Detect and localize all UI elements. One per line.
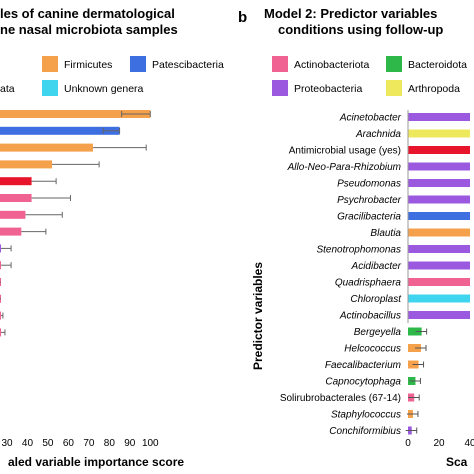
- right-category-label-17: Capnocytophaga: [325, 377, 401, 388]
- left-bar-14: [0, 328, 1, 337]
- right-category-label-12: Chloroplast: [350, 294, 402, 305]
- right-bar-5: [408, 179, 470, 187]
- right-category-label-16: Faecalibacterium: [325, 360, 401, 371]
- legend-label-firmicutes: Firmicutes: [64, 59, 112, 71]
- right-bar-4: [408, 162, 470, 171]
- left-bar-7: [0, 210, 26, 219]
- right-category-label-4: Allo-Neo-Para-Rhizobium: [287, 162, 401, 173]
- left-bar-4: [0, 160, 53, 169]
- legend-label-actinobacteriota: Actinobacteriota: [294, 59, 369, 71]
- left-bar-9: [0, 244, 1, 253]
- legend-label-patescibacteria: Patescibacteria: [152, 59, 224, 71]
- right-x-tick-40: 40: [464, 438, 474, 449]
- right-category-label-11: Quadrisphaera: [335, 278, 402, 289]
- left-bar-2: [0, 126, 120, 135]
- left-bar-5: [0, 177, 32, 186]
- right-bar-1: [408, 113, 470, 121]
- right-category-label-18: Solirubrobacterales (67-14): [280, 393, 401, 404]
- left-x-tick-50: 50: [42, 438, 54, 449]
- right-category-label-7: Gracilibacteria: [337, 212, 401, 223]
- right-bar-13: [408, 311, 470, 319]
- right-x-tick-0: 0: [405, 438, 411, 449]
- right-category-label-1: Acinetobacter: [339, 113, 402, 124]
- right-bar-2: [408, 129, 470, 138]
- right-category-label-2: Arachnida: [355, 129, 401, 140]
- right-bar-3: [408, 146, 470, 154]
- right-category-label-20: Conchiformibius: [329, 426, 401, 437]
- right-category-label-14: Bergeyella: [354, 327, 402, 338]
- right-bar-9: [408, 245, 470, 253]
- legend-swatch-patescibacteria: [130, 56, 146, 72]
- left-legend: Firmicutes Patescibacteria ata Unknown g…: [0, 56, 224, 96]
- right-y-axis-label: Predictor variables: [251, 262, 265, 370]
- right-bar-15: [408, 344, 422, 352]
- legend-swatch-unknown-genera: [42, 80, 58, 96]
- right-category-label-6: Psychrobacter: [337, 195, 402, 206]
- left-bar-13: [0, 311, 1, 320]
- left-x-tick-60: 60: [63, 438, 75, 449]
- legend-label-ata: ata: [0, 83, 15, 95]
- right-category-label-13: Actinobacillus: [339, 311, 401, 322]
- left-bar-8: [0, 227, 22, 236]
- left-x-tick-90: 90: [124, 438, 136, 449]
- right-bar-6: [408, 195, 470, 204]
- left-x-axis-label: aled variable importance score: [8, 455, 184, 469]
- legend-label-arthropoda: Arthropoda: [408, 83, 460, 95]
- right-category-label-5: Pseudomonas: [337, 179, 401, 190]
- right-bar-10: [408, 261, 470, 270]
- right-x-tick-20: 20: [433, 438, 445, 449]
- right-category-label-3: Antimicrobial usage (yes): [289, 146, 401, 157]
- right-category-label-8: Blautia: [370, 228, 401, 239]
- panel-b-letter: b: [238, 9, 247, 26]
- left-bar-10: [0, 261, 1, 270]
- right-category-label-19: Staphylococcus: [331, 410, 401, 421]
- left-title-line-2: ne nasal microbiota samples: [0, 22, 178, 37]
- left-x-tick-80: 80: [104, 438, 116, 449]
- legend-label-proteobacteria: Proteobacteria: [294, 83, 362, 95]
- right-bar-7: [408, 212, 470, 220]
- right-category-label-10: Acidibacter: [351, 261, 402, 272]
- right-title-line-2: conditions using follow-up: [278, 22, 443, 37]
- right-category-label-9: Stenotrophomonas: [316, 245, 401, 256]
- right-x-ticks: 0 20 40: [405, 438, 474, 449]
- legend-swatch-arthropoda: [386, 80, 402, 96]
- left-bar-3: [0, 143, 93, 152]
- left-x-tick-30: 30: [1, 438, 13, 449]
- legend-swatch-proteobacteria: [272, 80, 288, 96]
- left-x-tick-40: 40: [22, 438, 34, 449]
- left-bar-1: [0, 110, 151, 118]
- right-bar-11: [408, 278, 470, 286]
- legend-swatch-bacteroidota: [386, 56, 402, 72]
- right-bar-12: [408, 294, 470, 303]
- legend-label-unknown-genera: Unknown genera: [64, 83, 144, 95]
- legend-swatch-actinobacteriota: [272, 56, 288, 72]
- right-bars: [405, 113, 470, 435]
- right-bar-8: [408, 228, 470, 237]
- legend-swatch-firmicutes: [42, 56, 58, 72]
- right-category-labels: Acinetobacter Arachnida Antimicrobial usag…: [280, 113, 402, 438]
- left-x-tick-100: 100: [142, 438, 159, 449]
- right-legend: Actinobacteriota Bacteroidota Proteobact…: [272, 56, 467, 96]
- right-category-label-15: Helcococcus: [344, 344, 401, 355]
- legend-label-bacteroidota: Bacteroidota: [408, 59, 467, 71]
- right-x-axis-label: Sca: [446, 455, 468, 469]
- right-title-line-1: Model 2: Predictor variables: [264, 6, 437, 21]
- left-title-line-1: les of canine dermatological: [0, 6, 175, 21]
- left-bars: [0, 110, 151, 337]
- right-bar-14: [408, 327, 422, 336]
- left-bar-6: [0, 194, 32, 202]
- left-x-ticks: 30 40 50 60 70 80 90 100: [1, 438, 159, 449]
- left-x-tick-70: 70: [83, 438, 95, 449]
